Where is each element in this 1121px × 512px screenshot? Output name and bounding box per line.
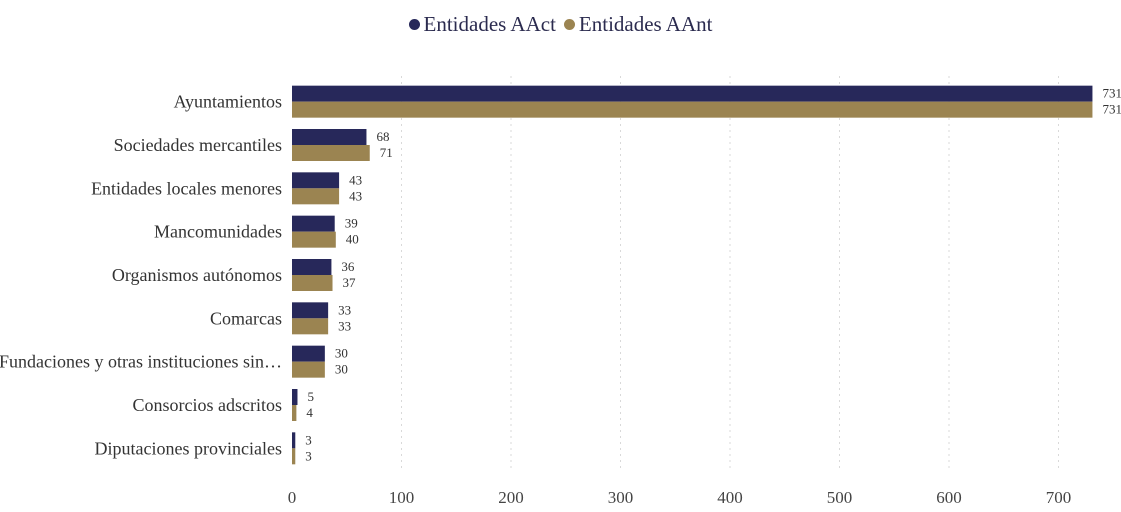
legend-swatch-aant xyxy=(563,19,575,30)
x-tick-label-0: 0 xyxy=(288,488,297,507)
data-label-aant: 4 xyxy=(306,405,313,420)
x-tick-label-600: 600 xyxy=(936,488,962,507)
category-label: Organismos autónomos xyxy=(112,265,282,285)
category-label: Entidades locales menores xyxy=(91,178,282,198)
chart-legend: Entidades AAct Entidades AAnt xyxy=(0,12,1121,37)
bar-aant xyxy=(292,405,297,421)
legend-swatch-aact xyxy=(408,19,420,30)
data-label-aact: 731 xyxy=(1102,86,1121,101)
data-label-aact: 3 xyxy=(305,432,312,447)
legend-label-aant: Entidades AAnt xyxy=(578,12,713,36)
bar-aact xyxy=(292,172,340,189)
bar-aact xyxy=(292,432,296,449)
category-label: Diputaciones provinciales xyxy=(95,438,282,458)
bar-aact xyxy=(292,389,298,405)
x-tick-label-200: 200 xyxy=(498,488,524,507)
category-label: Ayuntamientos xyxy=(174,92,282,112)
bar-aact xyxy=(292,85,1093,102)
legend-label-aact: Entidades AAct xyxy=(423,12,556,36)
bar-aant xyxy=(292,448,296,465)
bar-aact xyxy=(292,345,325,362)
bar-aant xyxy=(292,231,336,248)
x-tick-label-300: 300 xyxy=(608,488,634,507)
data-label-aact: 30 xyxy=(335,346,348,361)
bar-aant xyxy=(292,188,340,205)
bar-aant xyxy=(292,101,1093,118)
data-label-aant: 71 xyxy=(380,145,393,160)
data-label-aact: 5 xyxy=(307,389,314,404)
bar-aant xyxy=(292,361,325,378)
category-label: Sociedades mercantiles xyxy=(114,135,282,155)
data-label-aact: 33 xyxy=(338,302,351,317)
x-tick-label-100: 100 xyxy=(389,488,415,507)
data-label-aact: 36 xyxy=(341,259,355,274)
category-label: Mancomunidades xyxy=(154,222,282,242)
category-label: Comarcas xyxy=(210,308,282,328)
data-label-aact: 68 xyxy=(376,129,389,144)
x-tick-label-500: 500 xyxy=(827,488,853,507)
bar-aant xyxy=(292,318,329,335)
legend-item-aact[interactable]: Entidades AAct xyxy=(408,12,556,37)
bar-aant xyxy=(292,145,370,161)
data-label-aact: 43 xyxy=(349,172,362,187)
x-tick-label-700: 700 xyxy=(1046,488,1072,507)
bar-aact xyxy=(292,302,329,319)
legend-item-aant[interactable]: Entidades AAnt xyxy=(563,12,713,37)
data-label-aant: 43 xyxy=(349,188,362,203)
data-label-aant: 3 xyxy=(305,448,312,463)
data-label-aact: 39 xyxy=(345,216,358,231)
bar-aact xyxy=(292,215,335,232)
bar-aact xyxy=(292,129,367,145)
data-label-aant: 30 xyxy=(335,362,348,377)
bar-aact xyxy=(292,259,332,275)
data-label-aant: 33 xyxy=(338,318,351,333)
category-label: Consorcios adscritos xyxy=(133,395,282,415)
category-label: Fundaciones y otras instituciones sin… xyxy=(0,352,282,372)
x-tick-label-400: 400 xyxy=(717,488,743,507)
data-label-aant: 37 xyxy=(343,275,357,290)
bar-aant xyxy=(292,275,333,291)
data-label-aant: 40 xyxy=(346,232,359,247)
data-label-aant: 731 xyxy=(1102,102,1121,117)
